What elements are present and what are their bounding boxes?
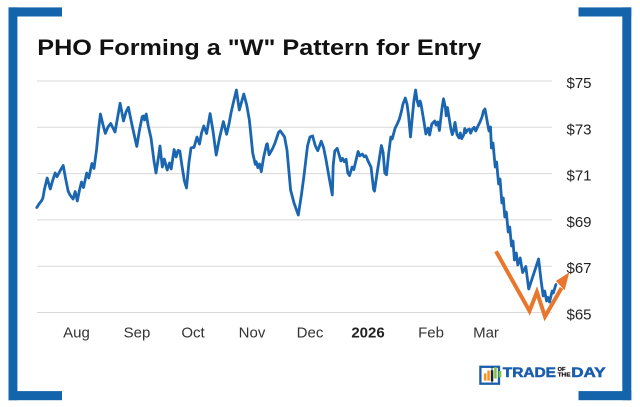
svg-text:$69: $69 — [567, 214, 592, 231]
svg-text:Oct: Oct — [181, 325, 205, 342]
svg-text:PHO Forming a "W" Pattern for: PHO Forming a "W" Pattern for Entry — [37, 35, 482, 60]
svg-text:Nov: Nov — [239, 325, 266, 342]
svg-text:$67: $67 — [567, 260, 592, 277]
svg-text:$71: $71 — [567, 168, 592, 185]
svg-text:$75: $75 — [567, 75, 592, 92]
svg-text:Mar: Mar — [473, 325, 499, 342]
svg-text:Sep: Sep — [124, 325, 151, 342]
svg-text:$65: $65 — [567, 307, 592, 324]
svg-text:DAY: DAY — [571, 364, 606, 380]
svg-text:TRADE: TRADE — [503, 364, 556, 380]
svg-text:Aug: Aug — [63, 325, 90, 342]
svg-text:$73: $73 — [567, 121, 592, 138]
svg-text:THE: THE — [558, 373, 571, 379]
svg-text:2026: 2026 — [351, 325, 384, 342]
svg-text:Feb: Feb — [418, 325, 444, 342]
svg-text:OF: OF — [558, 367, 566, 373]
svg-text:Dec: Dec — [297, 325, 324, 342]
